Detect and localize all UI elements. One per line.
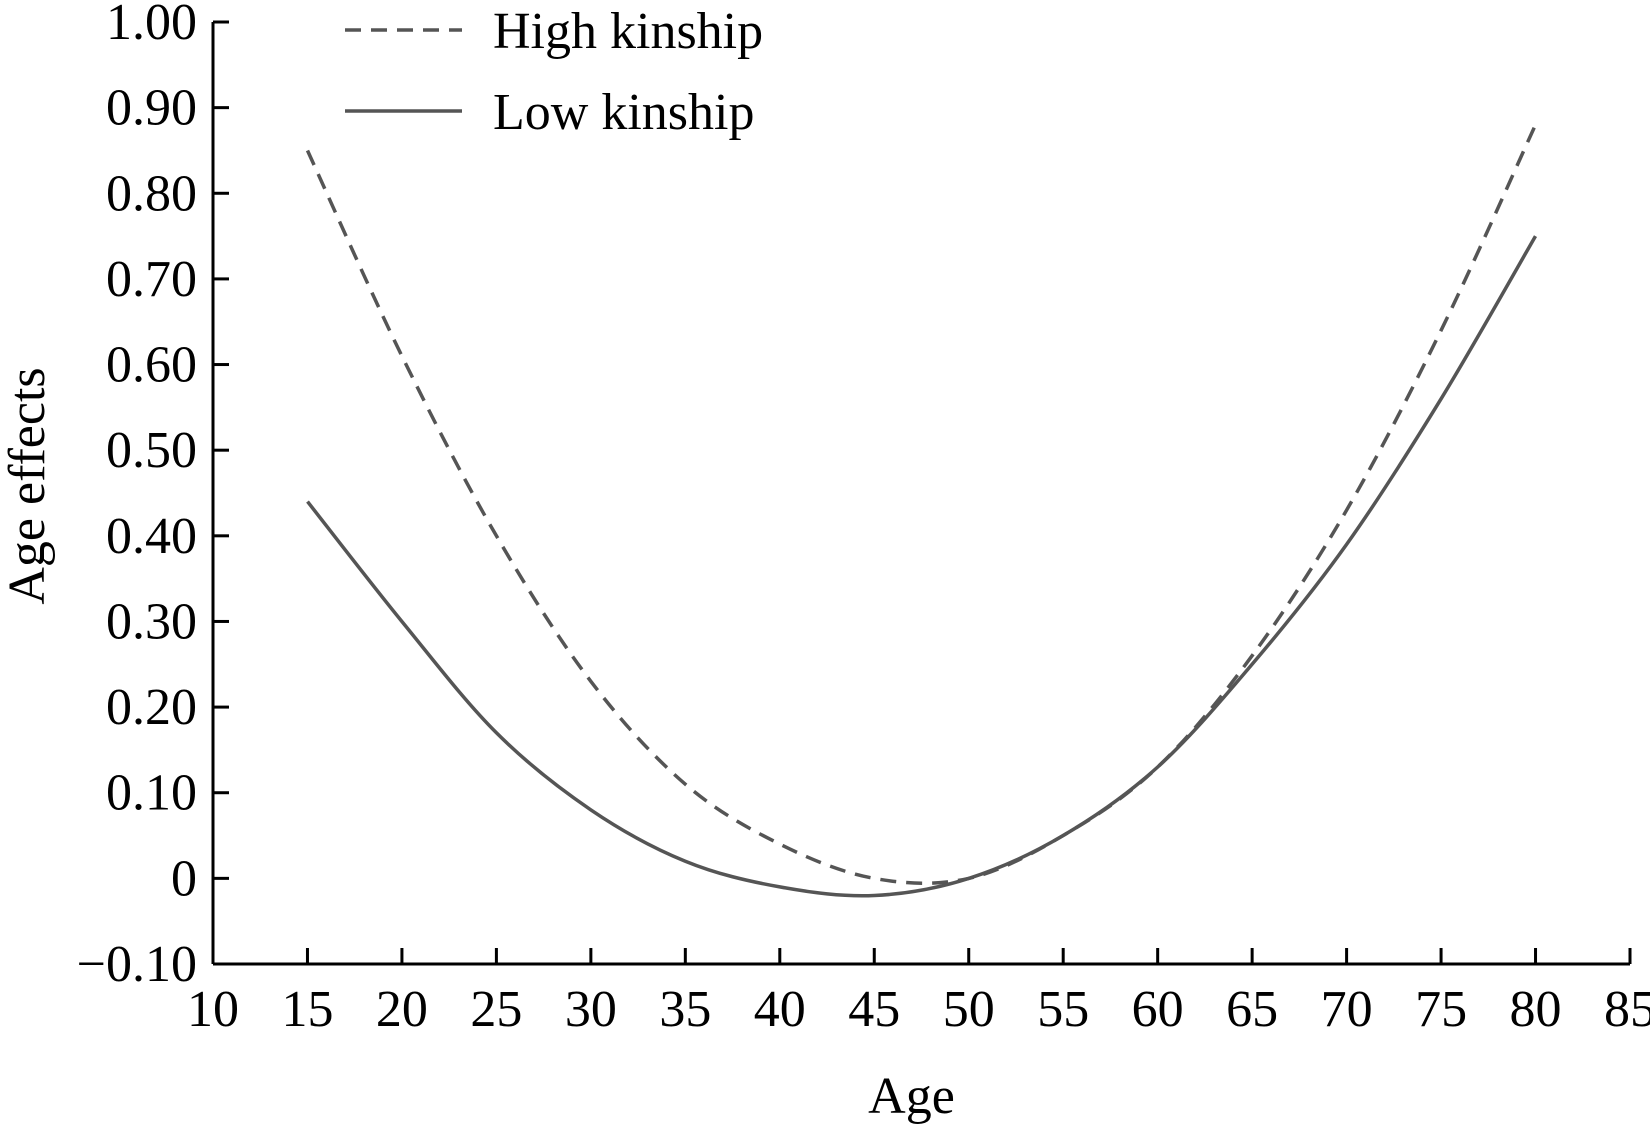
plot-series [305, 124, 1538, 898]
y-tick-label: 0.40 [106, 508, 197, 565]
x-tick-label: 15 [281, 981, 333, 1038]
y-tick-label: 0.10 [106, 765, 197, 822]
x-tick-label: 60 [1132, 981, 1184, 1038]
series-line-high-kinship [305, 124, 1538, 885]
x-tick-label: 25 [470, 981, 522, 1038]
legend-label-low-kinship: Low kinship [493, 84, 754, 141]
legend: High kinship Low kinship [345, 3, 763, 141]
x-tick-label: 75 [1415, 981, 1467, 1038]
x-axis-ticks: 10 15 20 25 30 35 40 45 50 55 60 65 70 75 80 85 [187, 948, 1650, 1038]
x-tick-label: 70 [1321, 981, 1373, 1038]
axes [211, 22, 1630, 966]
x-tick-label: 10 [187, 981, 239, 1038]
y-tick-label: 0 [171, 850, 197, 907]
y-tick-label: 1.00 [106, 0, 197, 51]
x-axis-title: Age [868, 1068, 955, 1125]
y-tick-label: 0.30 [106, 593, 197, 650]
x-tick-label: 35 [659, 981, 711, 1038]
x-tick-label: 30 [565, 981, 617, 1038]
x-tick-label: 20 [376, 981, 428, 1038]
y-axis-ticks: −0.10 0 0.10 0.20 0.30 0.40 0.50 0.60 0.70 0.80 0.… [77, 0, 229, 993]
y-tick-label: 0.80 [106, 165, 197, 222]
y-axis-title: Age effects [0, 367, 56, 604]
x-tick-label: 50 [943, 981, 995, 1038]
x-tick-label: 55 [1037, 981, 1089, 1038]
y-tick-label: 0.70 [106, 251, 197, 308]
x-tick-label: 80 [1510, 981, 1562, 1038]
y-tick-label: 0.20 [106, 679, 197, 736]
y-tick-label: 0.90 [106, 80, 197, 137]
x-tick-label: 65 [1226, 981, 1278, 1038]
y-tick-label: −0.10 [77, 936, 197, 993]
series-line-low-kinship [306, 235, 1538, 898]
y-tick-label: 0.60 [106, 337, 197, 394]
x-tick-label: 45 [848, 981, 900, 1038]
x-tick-label: 40 [754, 981, 806, 1038]
y-tick-label: 0.50 [106, 422, 197, 479]
legend-label-high-kinship: High kinship [493, 3, 763, 60]
x-tick-label: 85 [1604, 981, 1650, 1038]
